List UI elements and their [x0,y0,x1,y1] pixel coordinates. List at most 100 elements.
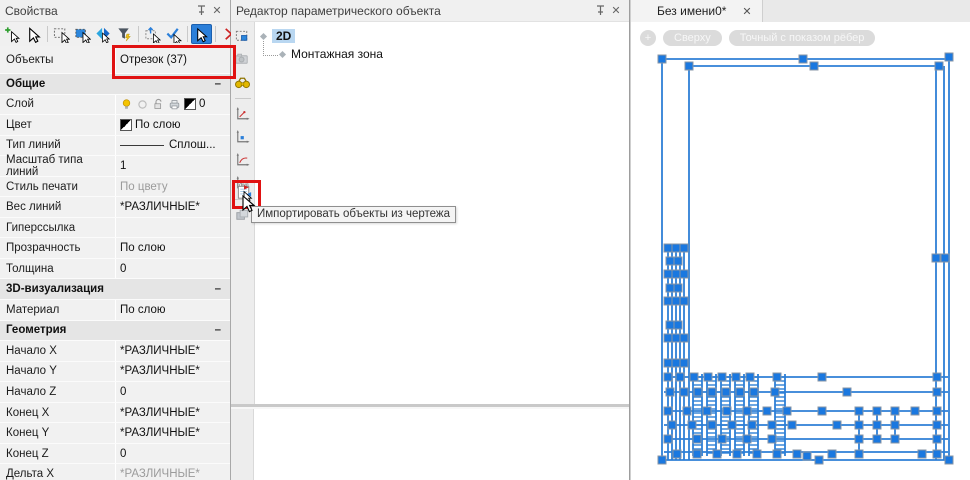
property-value[interactable]: 1 [120,159,127,172]
property-value[interactable]: По слою [120,303,166,316]
axes-icon-3[interactable] [233,151,253,170]
drawing-lines [661,57,950,461]
paste-selection-icon[interactable] [142,24,163,44]
property-row[interactable]: Вес линий *РАЗЛИЧНЫЕ* [0,197,230,218]
property-label: Объекты [0,46,116,73]
toolbar-separator [215,26,216,42]
property-value[interactable]: Сплош... [116,139,230,151]
section-header: 3D-визуализация – [0,279,230,301]
property-value[interactable]: По цвету [120,180,168,193]
tree-node-montage-zone-label[interactable]: Монтажная зона [291,47,383,61]
axes-icon-2[interactable] [233,128,253,147]
collapse-icon[interactable]: – [214,283,221,296]
close-icon[interactable]: ✕ [611,5,621,17]
tree-branch-line [263,40,278,56]
drawing-canvas-area[interactable]: + Сверху Точный с показом рёбер [631,22,970,480]
property-value[interactable]: *РАЗЛИЧНЫЕ* [120,201,200,214]
object-tree: 2D Монтажная зона [259,27,383,63]
horizontal-splitter[interactable] [231,404,629,409]
lock-icon[interactable] [152,98,165,111]
viewport-pill[interactable]: Точный с показом рёбер [728,30,876,46]
property-label: Конец X [0,402,116,423]
document-tab[interactable]: Без имени0* ✕ [631,0,763,22]
find-icon[interactable] [233,73,253,92]
property-row[interactable]: Конец Z 0 [0,443,230,465]
property-label: Масштаб типа линий [0,154,116,178]
property-value[interactable]: 0 [120,262,127,275]
tree-node-montage-zone[interactable]: Монтажная зона [259,40,383,63]
select-crossing-icon[interactable] [72,24,93,44]
property-label: Слой [0,94,116,115]
camera-icon[interactable] [233,50,253,69]
editor-lower-pane [231,409,629,480]
property-value[interactable]: *РАЗЛИЧНЫЕ* [120,406,200,419]
property-row[interactable]: Начало Y *РАЗЛИЧНЫЕ* [0,361,230,383]
property-value[interactable]: 0 [120,447,127,460]
property-row[interactable]: Конец X *РАЗЛИЧНЫЕ* [0,402,230,424]
tree-node-2d-label[interactable]: 2D [272,29,296,43]
property-row[interactable]: Дельта X *РАЗЛИЧНЫЕ* [0,464,230,480]
property-row[interactable]: Гиперссылка [0,217,230,239]
property-row[interactable]: Толщина 0 [0,258,230,280]
property-row[interactable]: Прозрачность По слою [0,238,230,259]
drawing-grips[interactable] [657,52,954,465]
property-value[interactable]: *РАЗЛИЧНЫЕ* [120,344,200,357]
viewport-menu-pill[interactable]: + [640,30,656,46]
viewport-pill[interactable]: Сверху [663,30,722,46]
properties-panel-header: Свойства ✕ [0,0,230,22]
select-invert-icon[interactable] [93,24,114,44]
tree-bullet [259,32,268,40]
property-value[interactable]: 0 [120,385,127,398]
section-header: Общие – [0,74,230,95]
property-row[interactable]: Масштаб типа линий 1 [0,154,230,178]
properties-panel-title: Свойства [5,3,58,18]
property-row[interactable]: Тип линий Сплош... [0,135,230,157]
cursor-icon[interactable] [23,24,44,44]
property-label: Начало Y [0,361,116,382]
quick-filter-icon[interactable] [114,24,135,44]
property-value[interactable]: По слою [116,118,230,131]
pin-icon[interactable] [193,3,209,19]
selected-drawing[interactable] [637,22,970,480]
close-icon[interactable]: ✕ [212,5,222,17]
property-row[interactable]: Слой 0 [0,94,230,116]
property-row[interactable]: Начало X *РАЗЛИЧНЫЕ* [0,341,230,362]
property-row[interactable]: Конец Y *РАЗЛИЧНЫЕ* [0,423,230,444]
property-value[interactable]: Отрезок (37) [120,53,187,66]
plot-icon[interactable] [168,98,181,111]
property-label: Толщина [0,258,116,279]
property-row[interactable]: Начало Z 0 [0,382,230,403]
pin-icon[interactable] [592,3,608,19]
select-window-icon[interactable] [51,24,72,44]
collapse-icon[interactable]: – [214,77,221,90]
selection-mode-icon[interactable] [191,24,212,44]
collapse-icon[interactable]: – [214,324,221,337]
layers-icon[interactable] [233,206,253,225]
add-select-icon[interactable] [2,24,23,44]
property-value[interactable]: *РАЗЛИЧНЫЕ* [120,365,200,378]
property-value[interactable]: 0 [116,98,230,111]
editor-panel-header: Редактор параметрического объекта ✕ [231,0,629,22]
toolbar-separator [47,26,48,42]
bulb-icon[interactable] [120,98,133,111]
property-label: Дельта X [0,464,116,480]
freeze-icon[interactable] [136,98,149,111]
property-row[interactable]: Стиль печати По цвету [0,176,230,198]
property-row[interactable]: Материал По слою [0,300,230,321]
color-swatch-icon [120,118,132,131]
tab-close-icon[interactable]: ✕ [742,5,752,18]
toolbar-separator [187,26,188,42]
axes-icon-1[interactable] [233,105,253,124]
edit-region-icon[interactable] [233,27,253,46]
confirm-selection-icon[interactable] [163,24,184,44]
property-value[interactable]: *РАЗЛИЧНЫЕ* [120,427,200,440]
property-value[interactable]: *РАЗЛИЧНЫЕ* [120,468,200,480]
tree-node-2d[interactable]: 2D [259,27,383,45]
tooltip: Импортировать объекты из чертежа [251,206,456,223]
drawing-panel: Без имени0* ✕ + Сверху Точный с показом рё… [630,0,970,480]
property-value[interactable]: По слою [120,242,166,255]
toolbar-separator [138,26,139,42]
property-row[interactable]: Цвет По слою [0,115,230,136]
property-row[interactable]: Объекты Отрезок (37) [0,46,230,74]
property-label: Цвет [0,115,116,135]
